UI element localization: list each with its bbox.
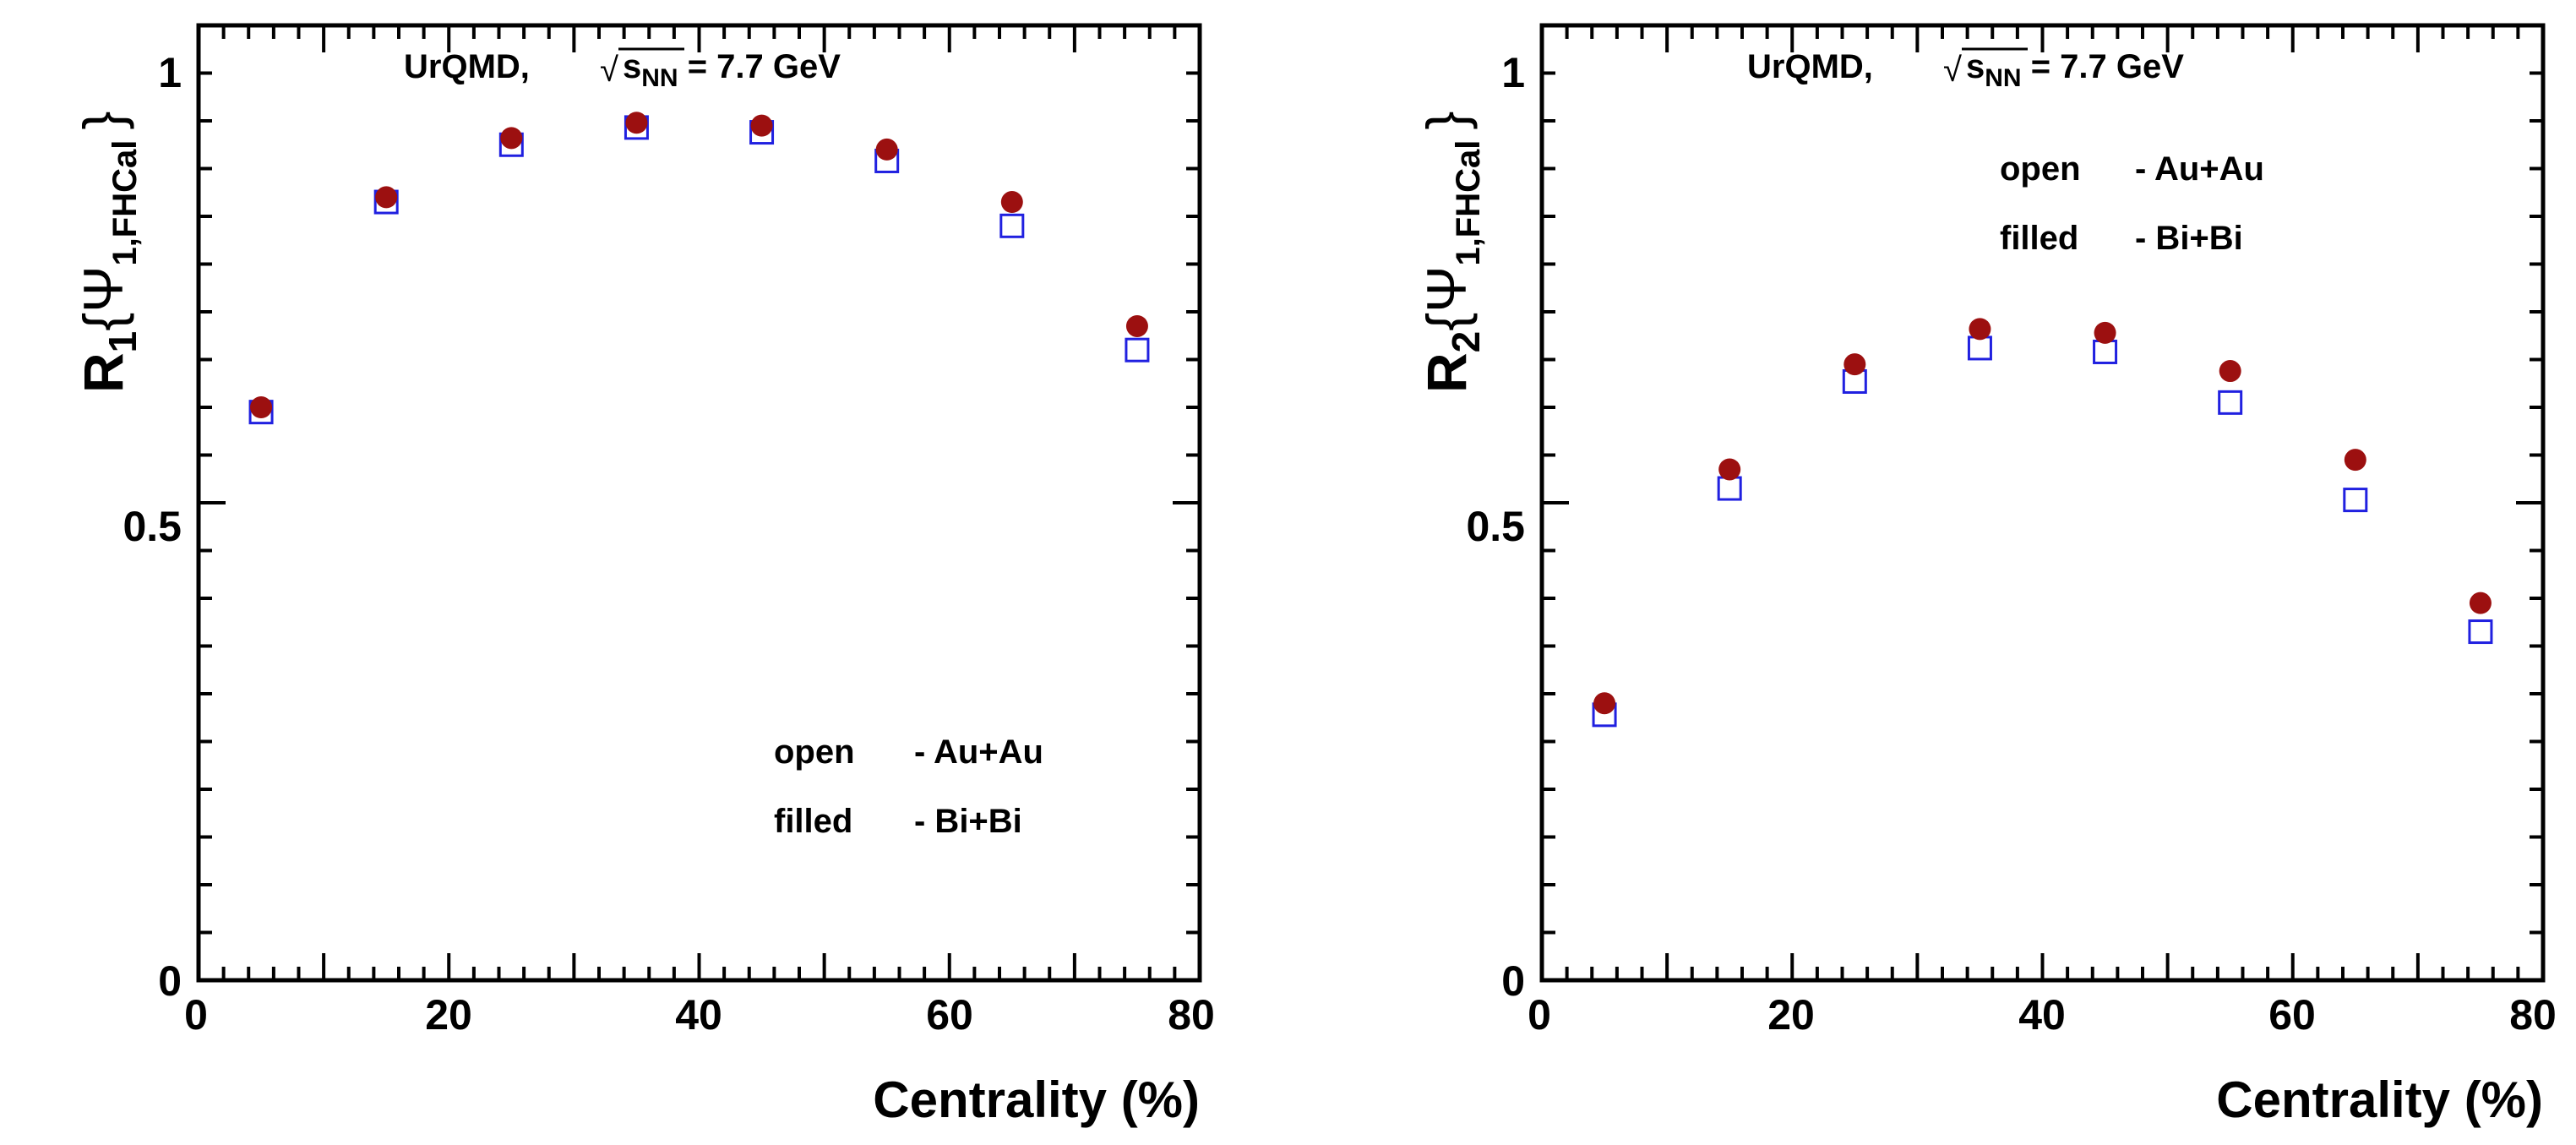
x-tick-label: 80: [1168, 991, 1215, 1039]
sqrt-symbol: √: [1943, 52, 1962, 89]
energy-label: sNN = 7.7 GeV: [623, 48, 841, 92]
bibi-point: [1969, 318, 1991, 341]
x-tick-label: 40: [2018, 991, 2066, 1039]
legend-value-open: - Au+Au: [914, 733, 1043, 771]
y-tick-label: 0: [158, 957, 182, 1005]
auau-point: [2468, 619, 2493, 645]
y-axis-title: R2{Ψ1,FHCal}: [1415, 112, 1488, 393]
x-tick-label: 0: [1528, 991, 1551, 1039]
x-tick-label: 20: [425, 991, 472, 1039]
data-markers: [248, 112, 1150, 425]
sqrt-symbol: √: [600, 52, 618, 89]
auau-point: [1967, 335, 1992, 361]
bibi-point: [1000, 191, 1023, 214]
axis-ticks: [197, 24, 1201, 982]
auau-point: [1717, 476, 1742, 501]
x-axis-title: Centrality (%): [873, 1071, 1200, 1128]
energy-value: = 7.7 GeV: [678, 48, 841, 85]
bibi-point: [875, 138, 898, 161]
y-tick-label: 0.5: [123, 503, 182, 550]
legend-value-open: - Au+Au: [2135, 150, 2264, 188]
energy-nn: NN: [1985, 64, 2021, 92]
bibi-point: [750, 114, 773, 137]
legend-value-filled: - Bi+Bi: [2135, 220, 2243, 257]
auau-point: [2343, 488, 2368, 513]
legend-key-filled: filled: [2000, 220, 2078, 257]
plot-frame: [196, 23, 1202, 983]
x-tick-label: 40: [675, 991, 722, 1039]
bibi-point: [2094, 321, 2116, 344]
energy-nn: NN: [641, 64, 678, 92]
y-tick-labels: 0 0.5 1: [1466, 49, 1525, 1005]
data-markers: [1592, 318, 2493, 728]
y-title-main: R: [1415, 352, 1478, 393]
legend-key-open: open: [2000, 150, 2081, 188]
legend-key-open: open: [774, 733, 855, 771]
y-title-brace-open: {Ψ: [1415, 266, 1478, 331]
bibi-point: [2469, 592, 2492, 614]
energy-value: = 7.7 GeV: [2022, 48, 2185, 85]
x-tick-label: 60: [926, 991, 973, 1039]
energy-label: sNN = 7.7 GeV: [1966, 48, 2184, 92]
y-title-brace-close: }: [72, 112, 134, 130]
x-axis-title: Centrality (%): [2216, 1071, 2543, 1128]
legend: open - Au+Au filled - Bi+Bi: [774, 733, 1043, 840]
y-tick-label: 1: [1501, 49, 1525, 96]
y-title-psi-sub: 1,FHCal: [106, 140, 144, 266]
y-tick-label: 0: [1501, 957, 1525, 1005]
x-tick-labels: 0 20 40 60 80: [184, 991, 1215, 1039]
legend: open - Au+Au filled - Bi+Bi: [2000, 150, 2264, 257]
panel-r1: 0 0.5 1 0 20 40 60 80 Centrality (%) R1{…: [72, 23, 1215, 1128]
bibi-point: [2219, 360, 2241, 383]
bibi-point: [1125, 314, 1148, 337]
y-tick-label: 0.5: [1466, 503, 1525, 550]
bibi-point: [2344, 449, 2366, 472]
model-label: UrQMD,: [1747, 48, 1873, 85]
bibi-point: [1593, 692, 1616, 715]
x-tick-label: 80: [2509, 991, 2557, 1039]
auau-point: [1125, 337, 1150, 363]
y-title-main: R: [72, 352, 134, 393]
axis-ticks: [1540, 24, 2545, 982]
x-tick-label: 0: [184, 991, 208, 1039]
bibi-point: [1718, 458, 1741, 481]
auau-point: [999, 213, 1025, 238]
y-title-brace-open: {Ψ: [72, 266, 134, 331]
bibi-point: [250, 396, 273, 418]
bibi-point: [625, 112, 648, 134]
auau-point: [2093, 339, 2118, 364]
y-title-sub: 2: [1444, 331, 1488, 353]
x-tick-label: 60: [2268, 991, 2316, 1039]
y-tick-label: 1: [158, 49, 182, 96]
model-label: UrQMD,: [404, 48, 530, 85]
model-annotation: UrQMD, √ sNN = 7.7 GeV: [1747, 47, 2184, 92]
x-tick-labels: 0 20 40 60 80: [1528, 991, 2557, 1039]
model-annotation: UrQMD, √ sNN = 7.7 GeV: [404, 47, 841, 92]
x-tick-label: 20: [1767, 991, 1815, 1039]
y-title-brace-close: }: [1415, 112, 1478, 130]
energy-s: s: [1966, 48, 1985, 85]
panel-r2: 0 0.5 1 0 20 40 60 80 Centrality (%) R2{…: [1415, 23, 2557, 1128]
y-axis-title: R1{Ψ1,FHCal}: [72, 112, 144, 393]
y-title-sub: 1: [101, 331, 144, 353]
y-tick-labels: 0 0.5 1: [123, 49, 182, 1005]
energy-s: s: [623, 48, 641, 85]
bibi-point: [500, 127, 523, 150]
y-title-psi-sub: 1,FHCal: [1450, 140, 1487, 266]
bibi-point: [1844, 353, 1866, 376]
legend-value-filled: - Bi+Bi: [914, 803, 1022, 840]
legend-key-filled: filled: [774, 803, 852, 840]
bibi-point: [375, 186, 398, 209]
auau-point: [2218, 390, 2243, 415]
